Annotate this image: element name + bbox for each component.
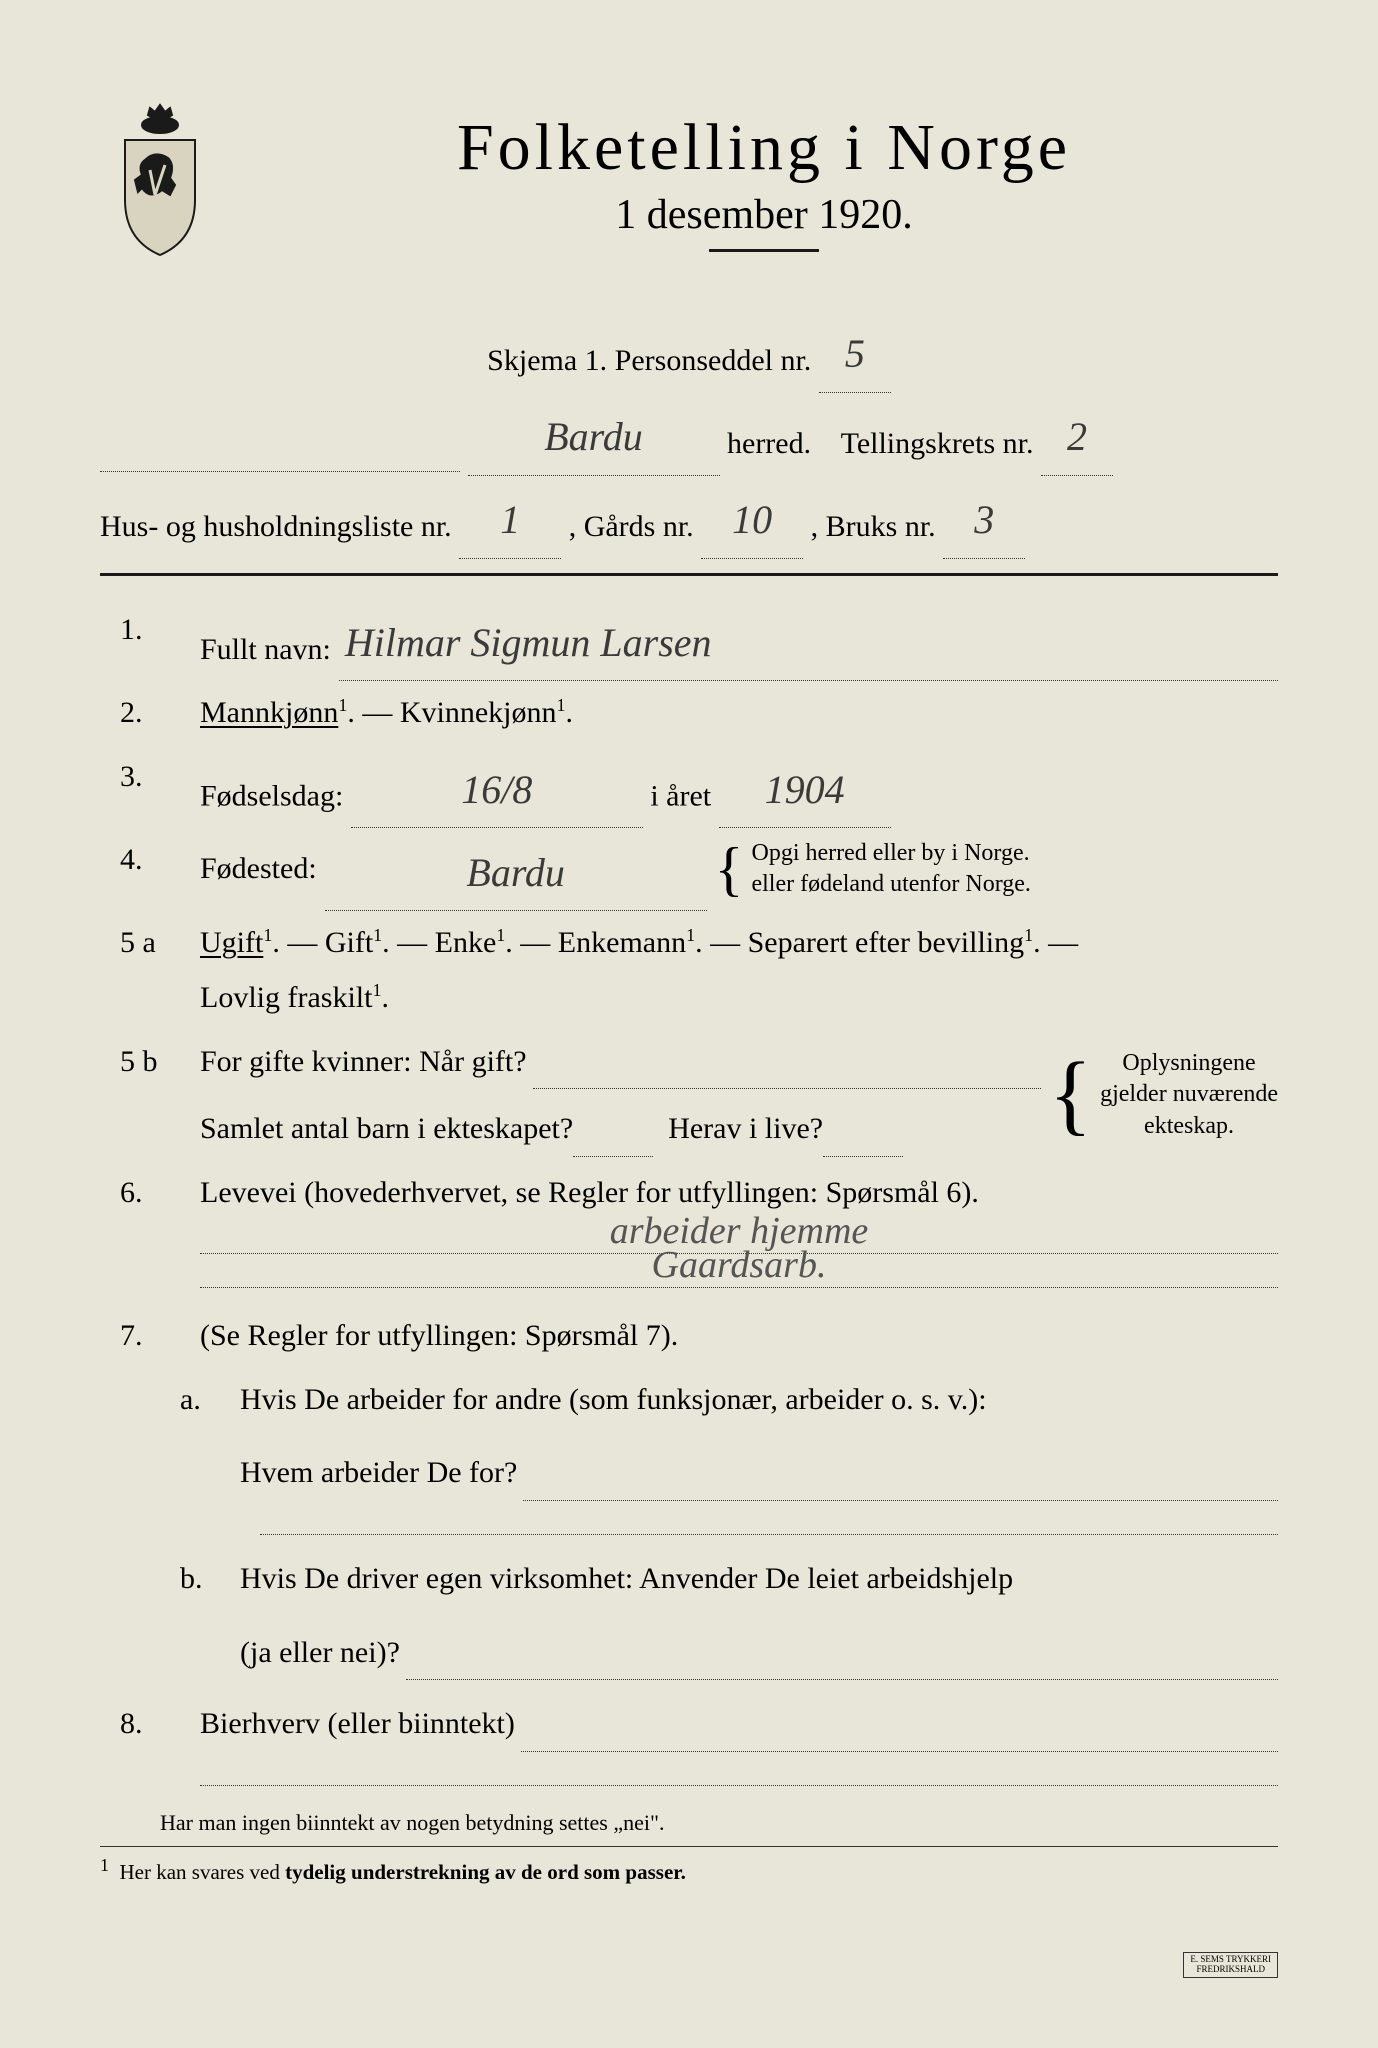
q5a-lovlig: Lovlig fraskilt [200, 981, 372, 1014]
brace-icon: { [715, 845, 744, 893]
q4-value: Bardu [325, 836, 707, 911]
hus-label: Hus- og husholdningsliste nr. [100, 510, 452, 543]
q1-num: 1. [100, 602, 200, 658]
main-divider [100, 573, 1278, 576]
header: Folketelling i Norge 1 desember 1920. [100, 90, 1278, 282]
q7a-row: a. Hvis De arbeider for andre (som funks… [100, 1372, 1278, 1501]
q7a-text2: Hvem arbeider De for? [240, 1445, 517, 1501]
title-divider [709, 249, 819, 252]
q2-kvinne: Kvinnekjønn [400, 696, 557, 729]
q4-label: Fødested: [200, 841, 317, 897]
q1-label: Fullt navn: [200, 622, 331, 678]
q5a-enkemann: Enkemann [558, 926, 686, 959]
q8-blank [200, 1766, 1278, 1786]
q3-day: 16/8 [351, 753, 643, 828]
q4-num: 4. [100, 832, 200, 888]
q7-label: (Se Regler for utfyllingen: Spørsmål 7). [200, 1319, 678, 1352]
personseddel-nr: 5 [819, 316, 891, 393]
q2-mann: Mannkjønn [200, 696, 338, 729]
q1-value: Hilmar Sigmun Larsen [339, 606, 1278, 681]
q3-num: 3. [100, 749, 200, 805]
bruks-nr: 3 [943, 482, 1025, 559]
q5b-label1: For gifte kvinner: Når gift? [200, 1034, 527, 1090]
q6-label: Levevei (hovederhvervet, se Regler for u… [200, 1176, 979, 1209]
herred-line: Bardu herred. Tellingskrets nr. 2 [100, 395, 1278, 472]
footnote: 1 Her kan svares ved tydelig understrekn… [100, 1846, 1278, 1885]
q7b-text2: (ja eller nei)? [240, 1625, 400, 1681]
skjema-line: Skjema 1. Personseddel nr. 5 [100, 312, 1278, 389]
q7-num: 7. [100, 1308, 200, 1364]
q6-num: 6. [100, 1165, 200, 1221]
q7-row: 7. (Se Regler for utfyllingen: Spørsmål … [100, 1308, 1278, 1364]
hus-nr: 1 [459, 482, 561, 559]
q7b-text1: Hvis De driver egen virksomhet: Anvender… [240, 1551, 1278, 1607]
q5b-aside: Oplysningene gjelder nuværende ekteskap. [1100, 1048, 1278, 1142]
q7a-text1: Hvis De arbeider for andre (som funksjon… [240, 1372, 1278, 1428]
coat-of-arms-icon [100, 100, 220, 260]
q2-num: 2. [100, 685, 200, 741]
q7a-blank [260, 1515, 1278, 1535]
q3-year: 1904 [719, 753, 891, 828]
q8-num: 8. [100, 1696, 200, 1752]
bruks-label: , Bruks nr. [811, 510, 936, 543]
q5a-enke: Enke [435, 926, 497, 959]
skjema-label: Skjema 1. Personseddel nr. [487, 344, 811, 377]
page-subtitle: 1 desember 1920. [250, 191, 1278, 239]
gards-nr: 10 [701, 482, 803, 559]
tellingskrets-label: Tellingskrets nr. [841, 427, 1034, 460]
q5a-num: 5 a [100, 915, 200, 971]
q4-aside: Opgi herred eller by i Norge. eller føde… [751, 838, 1030, 900]
q7b-num: b. [160, 1551, 240, 1607]
q8-label: Bierhverv (eller biinntekt) [200, 1696, 515, 1752]
q3-row: 3. Fødselsdag: 16/8 i året 1904 [100, 749, 1278, 824]
q8-row: 8. Bierhverv (eller biinntekt) [100, 1696, 1278, 1752]
q6-value2: Gaardsarb. [652, 1243, 827, 1287]
q5b-label2: Samlet antal barn i ekteskapet? [200, 1101, 573, 1157]
q1-row: 1. Fullt navn: Hilmar Sigmun Larsen [100, 602, 1278, 677]
tellingskrets-nr: 2 [1041, 399, 1113, 476]
gards-label: , Gårds nr. [569, 510, 694, 543]
printer-mark: E. SEMS TRYKKERI FREDRIKSHALD [1183, 1952, 1278, 1978]
footnote-text: Her kan svares ved tydelig understreknin… [120, 1860, 686, 1884]
q2-row: 2. Mannkjønn1. — Kvinnekjønn1. [100, 685, 1278, 741]
q7b-row: b. Hvis De driver egen virksomhet: Anven… [100, 1551, 1278, 1680]
q7a-num: a. [160, 1372, 240, 1428]
brace-icon: { [1049, 1059, 1092, 1131]
footer-note: Har man ingen biinntekt av nogen betydni… [100, 1810, 1278, 1836]
q3-label: Fødselsdag: [200, 779, 343, 812]
page-title: Folketelling i Norge [250, 110, 1278, 186]
q5a-ugift: Ugift [200, 926, 263, 959]
q5b-label3: Herav i live? [668, 1101, 823, 1157]
q4-row: 4. Fødested: Bardu { Opgi herred eller b… [100, 832, 1278, 907]
q5a-separert: Separert efter bevilling [748, 926, 1025, 959]
herred-value: Bardu [468, 399, 720, 476]
q5a-gift: Gift [325, 926, 373, 959]
title-block: Folketelling i Norge 1 desember 1920. [250, 90, 1278, 282]
q5b-row: 5 b For gifte kvinner: Når gift? Samlet … [100, 1034, 1278, 1157]
census-form-page: Folketelling i Norge 1 desember 1920. Sk… [0, 0, 1378, 2048]
hus-line: Hus- og husholdningsliste nr. 1 , Gårds … [100, 478, 1278, 555]
herred-label: herred. [727, 427, 811, 460]
q5a-row: 5 a Ugift1. — Gift1. — Enke1. — Enkemann… [100, 915, 1278, 1026]
q3-mid: i året [650, 779, 711, 812]
q6-line2: Gaardsarb. [200, 1268, 1278, 1288]
q5b-num: 5 b [100, 1034, 200, 1090]
